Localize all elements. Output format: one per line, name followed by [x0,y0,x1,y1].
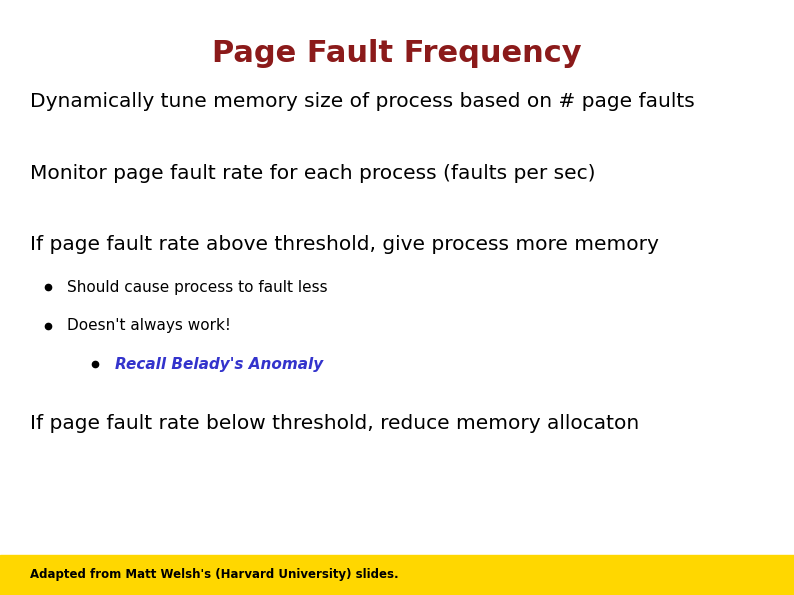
Text: If page fault rate below threshold, reduce memory allocaton: If page fault rate below threshold, redu… [30,414,639,433]
Text: Monitor page fault rate for each process (faults per sec): Monitor page fault rate for each process… [30,164,596,183]
Text: Recall Belady's Anomaly: Recall Belady's Anomaly [115,357,323,372]
Text: Adapted from Matt Welsh's (Harvard University) slides.: Adapted from Matt Welsh's (Harvard Unive… [30,568,399,581]
Text: Page Fault Frequency: Page Fault Frequency [212,39,582,68]
Text: Doesn't always work!: Doesn't always work! [67,318,231,333]
Bar [0,555,794,595]
Text: If page fault rate above threshold, give process more memory: If page fault rate above threshold, give… [30,235,659,254]
Text: Dynamically tune memory size of process based on # page faults: Dynamically tune memory size of process … [30,92,695,111]
Text: Should cause process to fault less: Should cause process to fault less [67,280,328,295]
